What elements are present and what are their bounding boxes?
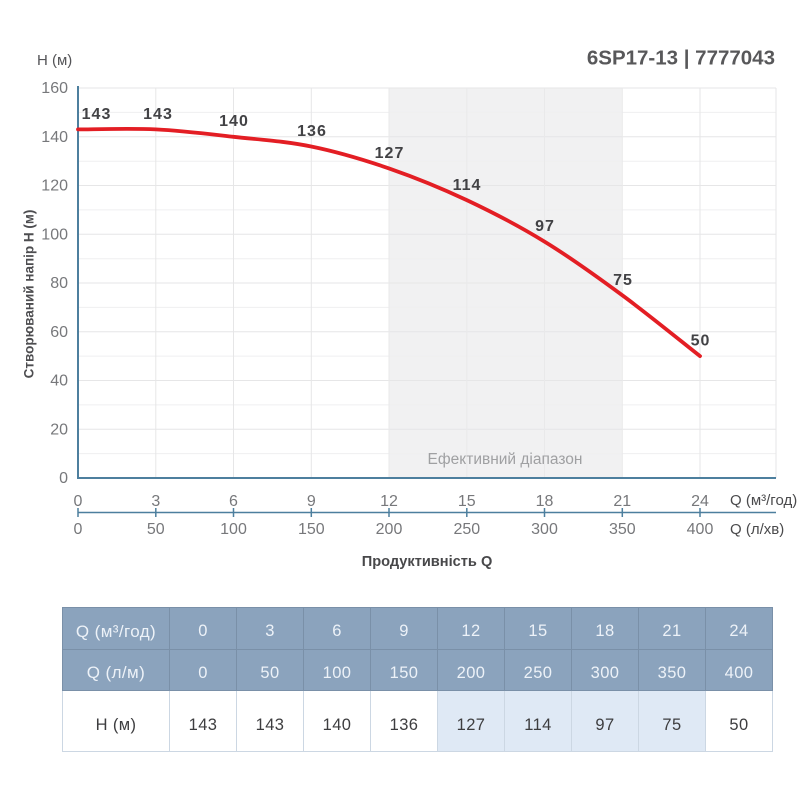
svg-text:Q (м³/год): Q (м³/год) — [730, 492, 797, 509]
svg-text:200: 200 — [376, 521, 403, 538]
svg-text:140: 140 — [219, 113, 249, 130]
svg-text:250: 250 — [453, 521, 480, 538]
svg-text:143: 143 — [143, 106, 173, 123]
svg-text:120: 120 — [41, 178, 68, 195]
svg-text:114: 114 — [453, 177, 482, 194]
svg-text:9: 9 — [307, 493, 316, 510]
svg-text:160: 160 — [41, 80, 68, 97]
svg-text:136: 136 — [297, 123, 327, 140]
svg-text:Створюваний напір Н (м): Створюваний напір Н (м) — [22, 210, 37, 379]
svg-text:80: 80 — [50, 275, 68, 292]
svg-text:300: 300 — [531, 521, 558, 538]
svg-text:350: 350 — [609, 521, 636, 538]
svg-text:Q (л/хв): Q (л/хв) — [730, 521, 784, 538]
svg-text:0: 0 — [59, 470, 68, 487]
svg-text:150: 150 — [298, 521, 325, 538]
svg-text:15: 15 — [458, 493, 476, 510]
svg-text:18: 18 — [536, 493, 554, 510]
svg-text:0: 0 — [74, 521, 83, 538]
svg-text:21: 21 — [613, 493, 631, 510]
svg-text:100: 100 — [220, 521, 247, 538]
svg-text:400: 400 — [687, 521, 714, 538]
svg-text:6SP17-13 | 7777043: 6SP17-13 | 7777043 — [587, 47, 775, 70]
svg-text:75: 75 — [613, 272, 633, 289]
svg-text:Ефективний діапазон: Ефективний діапазон — [428, 451, 583, 468]
svg-text:143: 143 — [82, 106, 112, 123]
svg-text:6: 6 — [229, 493, 238, 510]
svg-text:0: 0 — [74, 493, 83, 510]
svg-text:50: 50 — [147, 521, 165, 538]
svg-text:127: 127 — [375, 145, 405, 162]
svg-text:60: 60 — [50, 324, 68, 341]
svg-text:40: 40 — [50, 373, 68, 390]
svg-text:Продуктивність Q: Продуктивність Q — [362, 554, 493, 570]
svg-text:H (м): H (м) — [37, 52, 72, 69]
svg-text:12: 12 — [380, 493, 398, 510]
svg-text:100: 100 — [41, 226, 68, 243]
svg-text:3: 3 — [151, 493, 160, 510]
svg-text:140: 140 — [41, 129, 68, 146]
svg-text:24: 24 — [691, 493, 709, 510]
svg-text:20: 20 — [50, 421, 68, 438]
svg-text:97: 97 — [535, 218, 555, 235]
svg-text:50: 50 — [691, 333, 711, 350]
